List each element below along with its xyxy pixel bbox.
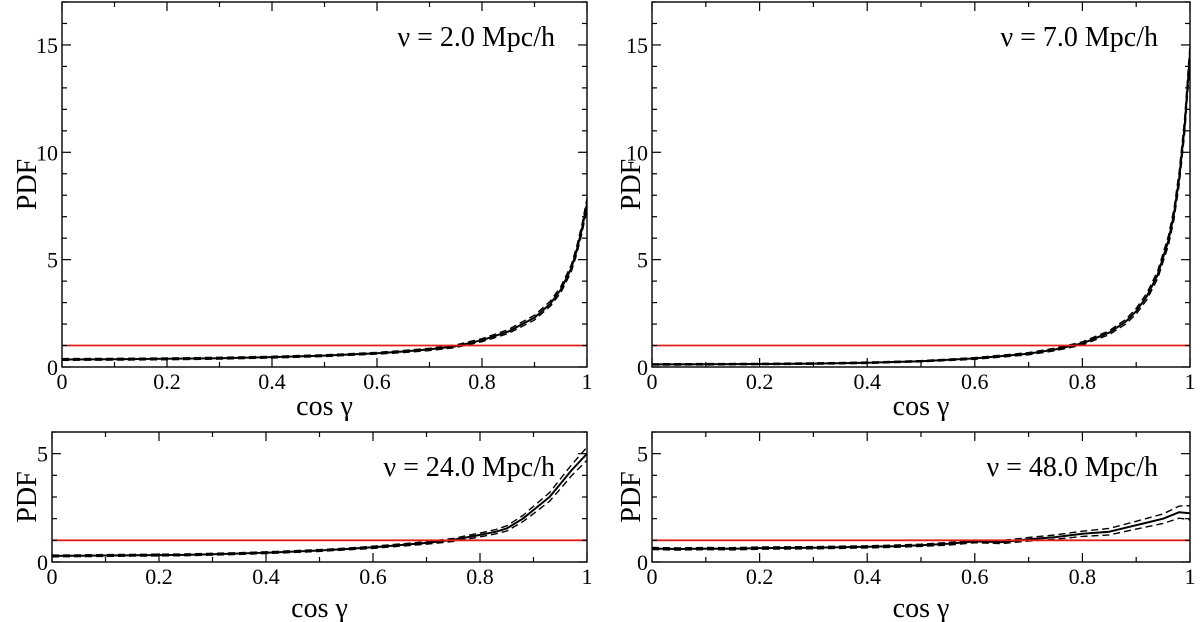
x-tick-label: 0 xyxy=(47,564,58,589)
x-tick-label: 0.4 xyxy=(853,564,881,589)
x-tick-label: 0.6 xyxy=(359,564,387,589)
y-tick-label: 5 xyxy=(37,442,48,467)
series-group xyxy=(62,198,587,361)
series-line-lower xyxy=(652,62,1190,366)
x-tick-label: 0.6 xyxy=(363,369,391,394)
x-tick-label: 1 xyxy=(1185,369,1196,394)
y-tick-label: 15 xyxy=(626,33,648,58)
panel-annotation: ν = 48.0 Mpc/h xyxy=(986,452,1158,483)
y-tick-label: 5 xyxy=(637,442,648,467)
series-group xyxy=(652,505,1190,551)
plot-frame xyxy=(61,1,588,368)
x-tick-label: 0 xyxy=(647,369,658,394)
x-tick-label: 0.8 xyxy=(468,369,496,394)
y-tick-label: 5 xyxy=(637,248,648,273)
panel-annotation: ν = 2.0 Mpc/h xyxy=(397,22,555,53)
x-tick-label: 1 xyxy=(582,564,593,589)
y-tick-label: 10 xyxy=(626,140,648,165)
x-axis-label: cos γ xyxy=(893,593,950,622)
y-tick-label: 0 xyxy=(637,550,648,575)
y-tick-label: 15 xyxy=(36,33,58,58)
series-line-lower xyxy=(62,209,587,361)
x-tick-label: 0 xyxy=(647,564,658,589)
y-tick-label: 5 xyxy=(47,248,58,273)
x-tick-label: 0.4 xyxy=(258,369,286,394)
x-tick-label: 1 xyxy=(1185,564,1196,589)
y-tick-label: 10 xyxy=(36,140,58,165)
x-tick-label: 0.2 xyxy=(746,369,774,394)
y-tick-label: 0 xyxy=(637,355,648,380)
x-tick-label: 1 xyxy=(582,369,593,394)
series-line-upper xyxy=(52,446,587,556)
series-line-mean xyxy=(652,511,1190,550)
plot-frame xyxy=(651,1,1191,368)
panel-nu-24: 0 0.2 0.4 0.6 0.8 1 0 5 cos γ PDF ν = 24.0 Mpc/h xyxy=(12,431,593,622)
series-line-upper xyxy=(652,44,1190,365)
y-axis-label: PDF xyxy=(12,159,43,210)
x-tick-label: 0.8 xyxy=(1069,564,1097,589)
y-tick-label: 0 xyxy=(47,355,58,380)
series-line-mean xyxy=(62,203,587,361)
panel-annotation: ν = 7.0 Mpc/h xyxy=(1000,22,1158,53)
x-tick-label: 0.6 xyxy=(961,369,989,394)
x-tick-label: 0.2 xyxy=(746,564,774,589)
x-tick-label: 0.4 xyxy=(252,564,280,589)
y-axis-label: PDF xyxy=(12,471,43,522)
series-line-upper xyxy=(62,198,587,360)
x-tick-label: 0.8 xyxy=(1069,369,1097,394)
series-group xyxy=(652,44,1190,366)
series-line-lower xyxy=(52,459,587,558)
x-tick-label: 0.2 xyxy=(153,369,181,394)
series-line-upper xyxy=(652,505,1190,549)
x-tick-label: 0.2 xyxy=(145,564,173,589)
y-tick-label: 0 xyxy=(37,550,48,575)
series-line-mean xyxy=(652,53,1190,366)
panel-annotation: ν = 24.0 Mpc/h xyxy=(383,452,555,483)
series-line-lower xyxy=(652,517,1190,551)
x-tick-label: 0.6 xyxy=(961,564,989,589)
x-tick-label: 0 xyxy=(57,369,68,394)
x-axis-label: cos γ xyxy=(291,593,348,622)
x-tick-label: 0.4 xyxy=(853,369,881,394)
x-axis-label: cos γ xyxy=(893,391,950,422)
x-tick-label: 0.8 xyxy=(466,564,494,589)
y-axis-label: PDF xyxy=(616,159,647,210)
panel-nu-48: 0 0.2 0.4 0.6 0.8 1 0 5 cos γ PDF ν = 48.0 Mpc/h xyxy=(616,431,1196,622)
y-axis-label: PDF xyxy=(616,471,647,522)
x-axis-label: cos γ xyxy=(296,391,353,422)
